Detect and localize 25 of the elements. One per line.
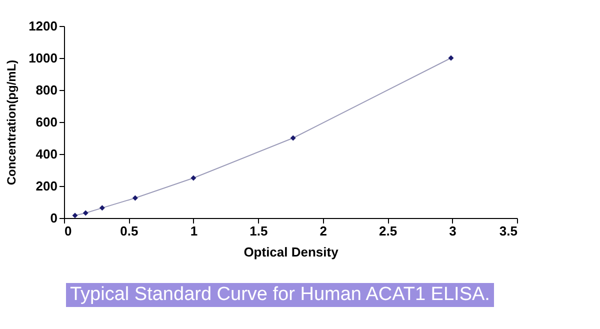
- point: [290, 135, 296, 141]
- x-tick-label: 1: [190, 224, 198, 238]
- x-tick-label: 1.5: [250, 224, 268, 238]
- x-tick-label: 3.5: [499, 224, 518, 238]
- y-tick-label: 1000: [28, 50, 58, 66]
- y-tick-label: 800: [36, 82, 58, 98]
- y-tick-label: 1200: [28, 18, 58, 34]
- point: [72, 212, 78, 218]
- x-tick-label: 2.5: [379, 224, 398, 238]
- point: [190, 175, 196, 181]
- y-tick-label: 0: [50, 210, 58, 226]
- x-axis-title: Optical Density: [244, 244, 340, 260]
- y-axis-title: Concentration(pg/mL): [4, 60, 19, 186]
- x-tick-label: 2: [320, 224, 327, 238]
- y-tick-label: 600: [36, 114, 58, 130]
- y-tick-label: 400: [36, 146, 58, 162]
- y-tick-label: 200: [36, 178, 58, 194]
- x-tick-label: 3: [449, 224, 456, 238]
- point: [132, 195, 138, 201]
- x-tick-label: 0: [64, 224, 72, 238]
- point: [448, 55, 454, 61]
- point: [82, 210, 88, 216]
- x-tick-label: 0.5: [120, 224, 138, 238]
- point: [99, 205, 105, 211]
- text: Typical Standard Curve for Human ACAT1 ELISA.: [66, 283, 494, 307]
